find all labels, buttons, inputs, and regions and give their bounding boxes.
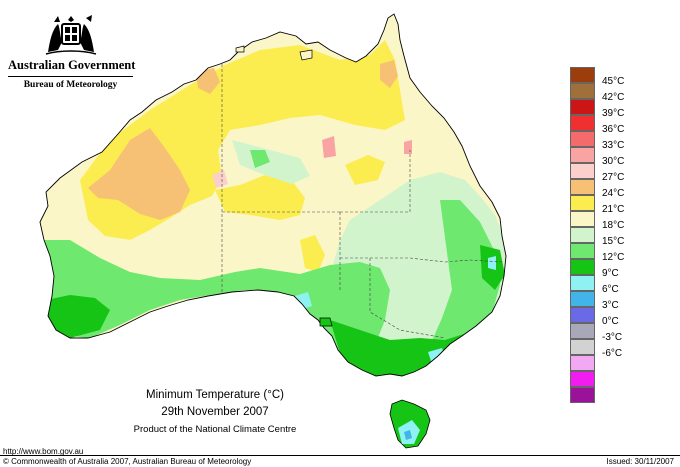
zone-15-east [430, 200, 500, 352]
legend-label: 27°C [602, 172, 625, 183]
zone-33-spot-b [404, 140, 412, 154]
zone-30-spot [212, 170, 228, 188]
map-credit: Product of the National Climate Centre [133, 424, 297, 435]
legend-label: 6°C [602, 284, 619, 295]
legend-label: 21°C [602, 204, 625, 215]
legend-label: -3°C [602, 332, 623, 343]
legend-swatch [570, 163, 595, 179]
zone-33-spot-a [322, 136, 336, 158]
legend-label: 30°C [602, 156, 625, 167]
legend-label: 9°C [602, 268, 619, 279]
coat-of-arms-icon [45, 15, 96, 55]
issued-date: Issued: 30/11/2007 [606, 457, 674, 466]
legend-label: 0°C [602, 316, 619, 327]
zone-24-centre [215, 175, 305, 220]
legend-swatch [570, 99, 595, 115]
legend-swatch [570, 371, 595, 387]
state-borders [221, 64, 503, 339]
zone-15-spot [250, 150, 270, 168]
legend-swatch [570, 339, 595, 355]
logo-divider [8, 76, 133, 77]
zone-27-cape [380, 60, 398, 88]
legend-swatch [570, 195, 595, 211]
legend-label: 33°C [602, 140, 625, 151]
tasmania [389, 399, 431, 449]
legend-swatch [570, 355, 595, 371]
footer-divider [0, 455, 680, 456]
legend-swatch [570, 275, 595, 291]
legend-swatch [570, 83, 595, 99]
islands [235, 45, 333, 327]
zone-27-kimberley [88, 128, 190, 220]
legend-label: 36°C [602, 124, 625, 135]
legend-swatch [570, 67, 595, 83]
legend-label: 45°C [602, 76, 625, 87]
bureau-name: Bureau of Meteorology [23, 80, 118, 90]
legend-label: 24°C [602, 188, 625, 199]
legend-label: 42°C [602, 92, 625, 103]
legend-swatch [570, 179, 595, 195]
legend-swatch [570, 323, 595, 339]
legend-label: -6°C [602, 348, 623, 359]
legend-swatch [570, 243, 595, 259]
zone-9-east [488, 256, 496, 270]
map-date: 29th November 2007 [161, 406, 269, 418]
legend-label: 18°C [602, 220, 625, 231]
legend-swatch [570, 259, 595, 275]
zone-24-sw [300, 235, 325, 272]
zone-24-east [345, 155, 385, 185]
legend-swatch [570, 211, 595, 227]
map-title: Minimum Temperature (°C) [146, 389, 284, 401]
logo: Australian Government Bureau of Meteorol… [8, 12, 136, 90]
copyright-text: © Commonwealth of Australia 2007, Austra… [3, 457, 252, 466]
legend-swatch [570, 227, 595, 243]
legend-swatch [570, 131, 595, 147]
temperature-zones [40, 40, 505, 378]
bom-url[interactable]: http://www.bom.gov.au [3, 447, 84, 456]
legend-swatch [570, 387, 595, 403]
legend-swatch [570, 115, 595, 131]
legend-swatch [570, 147, 595, 163]
legend-label: 12°C [602, 252, 625, 263]
zone-12-sw [46, 295, 110, 338]
government-name: Australian Government [8, 58, 136, 72]
legend-label: 39°C [602, 108, 625, 119]
legend-swatch [570, 291, 595, 307]
legend-swatch [570, 307, 595, 323]
legend-label: 3°C [602, 300, 619, 311]
legend-label: 15°C [602, 236, 625, 247]
